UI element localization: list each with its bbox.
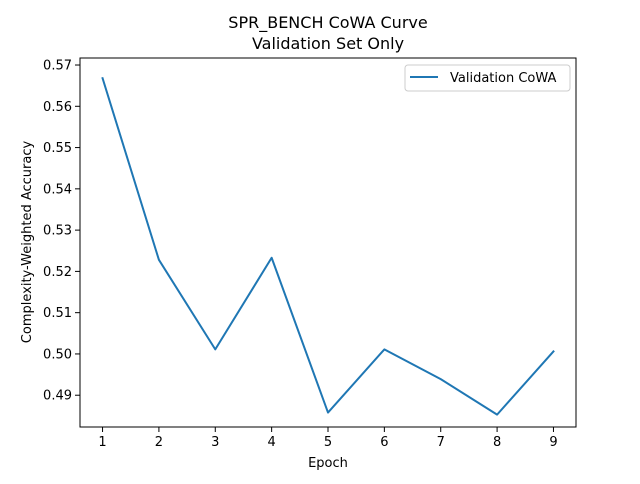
legend-box [404,64,571,92]
y-tick-label: 0.55 [43,141,72,156]
x-tick-label: 3 [211,435,219,450]
y-tick-label: 0.53 [43,224,72,239]
x-tick-label: 2 [155,435,163,450]
x-axis-label: Epoch [308,456,348,471]
x-tick-label: 8 [493,435,501,450]
x-tick-label: 7 [437,435,445,450]
y-tick-label: 0.54 [43,182,72,197]
y-tick-label: 0.52 [43,265,72,280]
y-tick-label: 0.49 [43,389,72,404]
series-layer [101,76,555,416]
y-tick-label: 0.56 [43,100,72,115]
y-tick-label: 0.50 [43,347,72,362]
y-axis-label: Complexity-Weighted Accuracy [20,141,35,344]
legend: Validation CoWA [404,64,571,92]
x-tick-label: 1 [98,435,106,450]
axes: 1 2 3 4 5 6 7 8 9 0.49 0.50 0.51 0.52 0.53 0.54 0.55 0.5… [43,59,558,450]
plot-frame [79,57,577,428]
legend-label-validation-cowa: Validation CoWA [450,71,557,86]
y-tick-label: 0.51 [43,306,72,321]
series-line-validation-cowa [101,76,555,416]
x-tick-label: 5 [324,435,332,450]
chart-title: SPR_BENCH CoWA Curve [228,13,427,33]
x-tick-label: 9 [549,435,557,450]
y-tick-label: 0.57 [43,59,72,74]
x-tick-label: 4 [267,435,275,450]
chart-subtitle: Validation Set Only [252,34,404,53]
x-tick-label: 6 [380,435,388,450]
